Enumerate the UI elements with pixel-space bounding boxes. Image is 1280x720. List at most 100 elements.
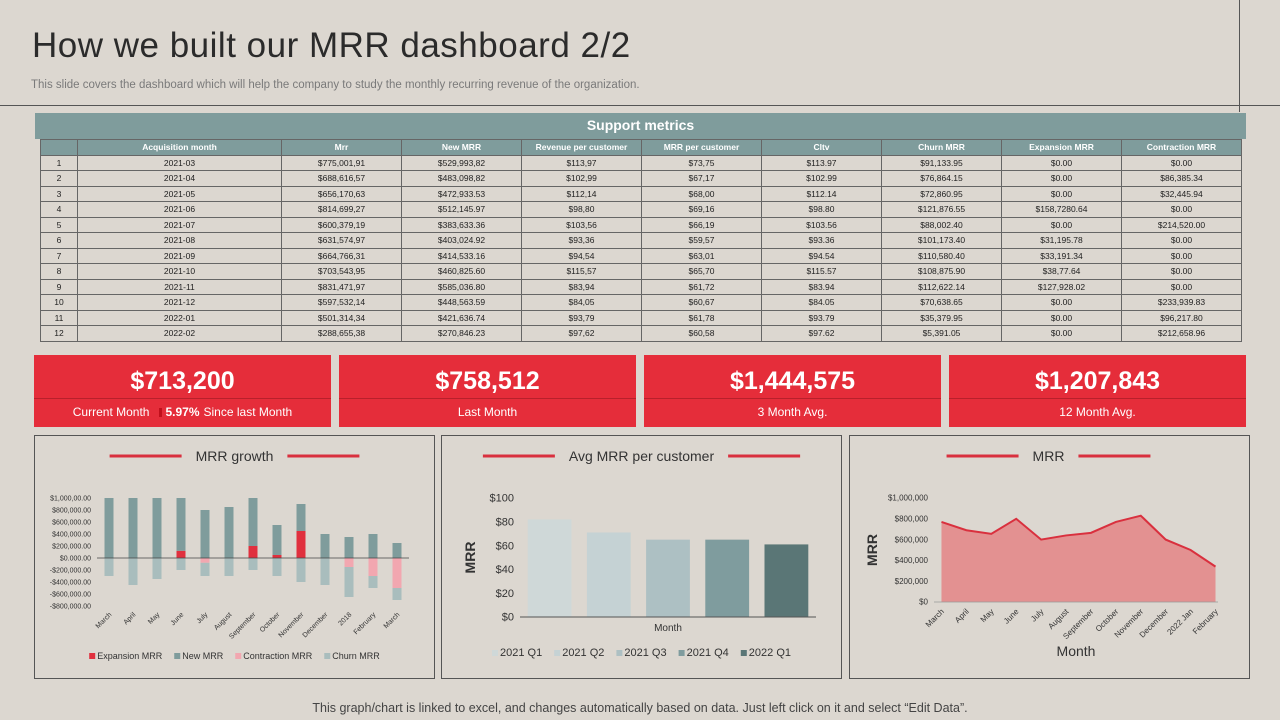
kpi-value: $1,207,843 (1034, 367, 1161, 395)
table-cell: $0.00 (1001, 309, 1122, 326)
x-tick-label: June (170, 611, 186, 627)
table-cell: $597,532,14 (281, 294, 402, 311)
y-tick-label: $20 (496, 588, 514, 600)
table-cell: $103.56 (761, 216, 882, 233)
table-cell: $113,97 (521, 154, 642, 171)
y-tick-label: -$400,000.00 (50, 579, 91, 586)
table-cell: 3 (40, 185, 78, 202)
y-tick-label: -$200,000.00 (50, 567, 91, 574)
table-cell: $501,314,34 (281, 309, 402, 326)
y-tick-label: $200,000 (895, 577, 929, 586)
bar (764, 544, 809, 617)
header-cell: Mrr (281, 139, 402, 156)
bar-segment (344, 567, 354, 597)
kpi-label-row: 3 Month Avg. (644, 398, 941, 426)
header-cell: Churn MRR (881, 139, 1002, 156)
table-cell: 7 (40, 247, 78, 264)
legend-swatch (89, 653, 96, 659)
table-cell: $288,655,38 (281, 325, 402, 342)
table: Acquisition month Mrr New MRR Revenue per c… (40, 139, 1242, 342)
header-cell: MRR per customer (641, 139, 762, 156)
bar-segment (224, 558, 234, 576)
table-cell: $0.00 (1001, 294, 1122, 311)
line (941, 514, 1217, 568)
bar-segment (368, 558, 378, 576)
table-cell: 2021-05 (77, 185, 282, 202)
table-cell: $69,16 (641, 201, 762, 218)
kpi-label-row: Last Month (339, 398, 636, 426)
table-cell: 2021-06 (77, 201, 282, 218)
chart-panel: Avg MRR per customer $0 $20 $40 $60 $80 $100 MR… (441, 435, 842, 679)
kpi-label: 3 Month Avg. (757, 405, 828, 419)
x-tick-label: August (213, 611, 233, 631)
table-cell: $0.00 (1121, 278, 1242, 295)
y-axis-label: MRR (462, 542, 478, 574)
table-cell: $110,580.40 (881, 247, 1002, 264)
x-tick-label: February (1191, 607, 1220, 636)
table-cell: $38,77.64 (1001, 263, 1122, 280)
table-cell: 2022-01 (77, 309, 282, 326)
table-cell: $5,391.05 (881, 325, 1002, 342)
table-cell: 2021-10 (77, 263, 282, 280)
x-tick-label: March (95, 611, 114, 630)
legend-label: 2021 Q1 (500, 647, 542, 659)
x-tick-label: March (924, 607, 946, 629)
table-cell: $631,574,97 (281, 232, 402, 249)
header-row: Acquisition month Mrr New MRR Revenue per c… (40, 139, 1242, 156)
table-cell: $70,638.65 (881, 294, 1002, 311)
chart-title: Avg MRR per customer (569, 448, 715, 464)
kpi-label-row: Current Month 5.97% Since last Month (34, 398, 331, 426)
y-tick-label: $100 (490, 493, 514, 505)
table-cell: $113.97 (761, 154, 882, 171)
bar-segment (128, 558, 138, 585)
bar-segment (152, 558, 162, 579)
bar-segment (200, 558, 210, 563)
y-tick-label: $800,000 (895, 514, 929, 523)
table-cell: $60,58 (641, 325, 762, 342)
table-cell: $448,563.59 (401, 294, 522, 311)
divider (1239, 0, 1240, 112)
header-cell: Revenue per customer (521, 139, 642, 156)
legend-swatch (174, 653, 181, 659)
table-cell: $102.99 (761, 170, 882, 187)
y-tick-label: $200,000.00 (52, 543, 91, 550)
table-cell: $688,616,57 (281, 170, 402, 187)
bar-segment (392, 588, 402, 600)
table-cell: $414,533.16 (401, 247, 522, 264)
bar-segment (320, 534, 330, 558)
table-cell: $270,846.23 (401, 325, 522, 342)
kpi-value: $713,200 (130, 367, 235, 395)
table-cell: $0.00 (1121, 232, 1242, 249)
x-tick-label: June (1002, 607, 1021, 626)
table-cell: $35,379.95 (881, 309, 1002, 326)
x-tick-label: April (953, 607, 971, 625)
bar-segment (368, 576, 378, 588)
table-cell: $0.00 (1121, 154, 1242, 171)
table-cell: $83,94 (521, 278, 642, 295)
table-cell: $703,543,95 (281, 263, 402, 280)
y-tick-label: $0.000.00 (60, 555, 91, 562)
table-cell: $97,62 (521, 325, 642, 342)
legend: 2021 Q1 2021 Q2 2021 Q3 2021 Q4 2022 Q1 (491, 647, 791, 659)
bar-segment (296, 504, 306, 531)
kpi-change: 5.97% (165, 405, 200, 419)
footer: This graph/chart is linked to excel, and… (312, 701, 968, 715)
table-cell: $0.00 (1121, 263, 1242, 280)
x-tick-label: July (196, 611, 210, 625)
bar-segment (128, 498, 138, 558)
bar-segment (248, 558, 258, 570)
x-tick-label: December (302, 611, 330, 639)
kpi-value: $1,444,575 (729, 367, 856, 395)
table-cell: 5 (40, 216, 78, 233)
table-cell: $63,01 (641, 247, 762, 264)
table-row: 12 2022-02 $288,655,38 $270,846.23 $97,62 $60… (40, 325, 1242, 342)
table-cell: $94.54 (761, 247, 882, 264)
table-cell: $0.00 (1121, 201, 1242, 218)
table-row: 8 2021-10 $703,543,95 $460,825.60 $115,57 $65… (40, 263, 1242, 280)
y-tick-label: $600,000.00 (52, 519, 91, 526)
table-cell: 10 (40, 294, 78, 311)
table-cell: $0.00 (1001, 185, 1122, 202)
table-cell: 4 (40, 201, 78, 218)
bar-segment (272, 555, 282, 558)
table-cell: 8 (40, 263, 78, 280)
